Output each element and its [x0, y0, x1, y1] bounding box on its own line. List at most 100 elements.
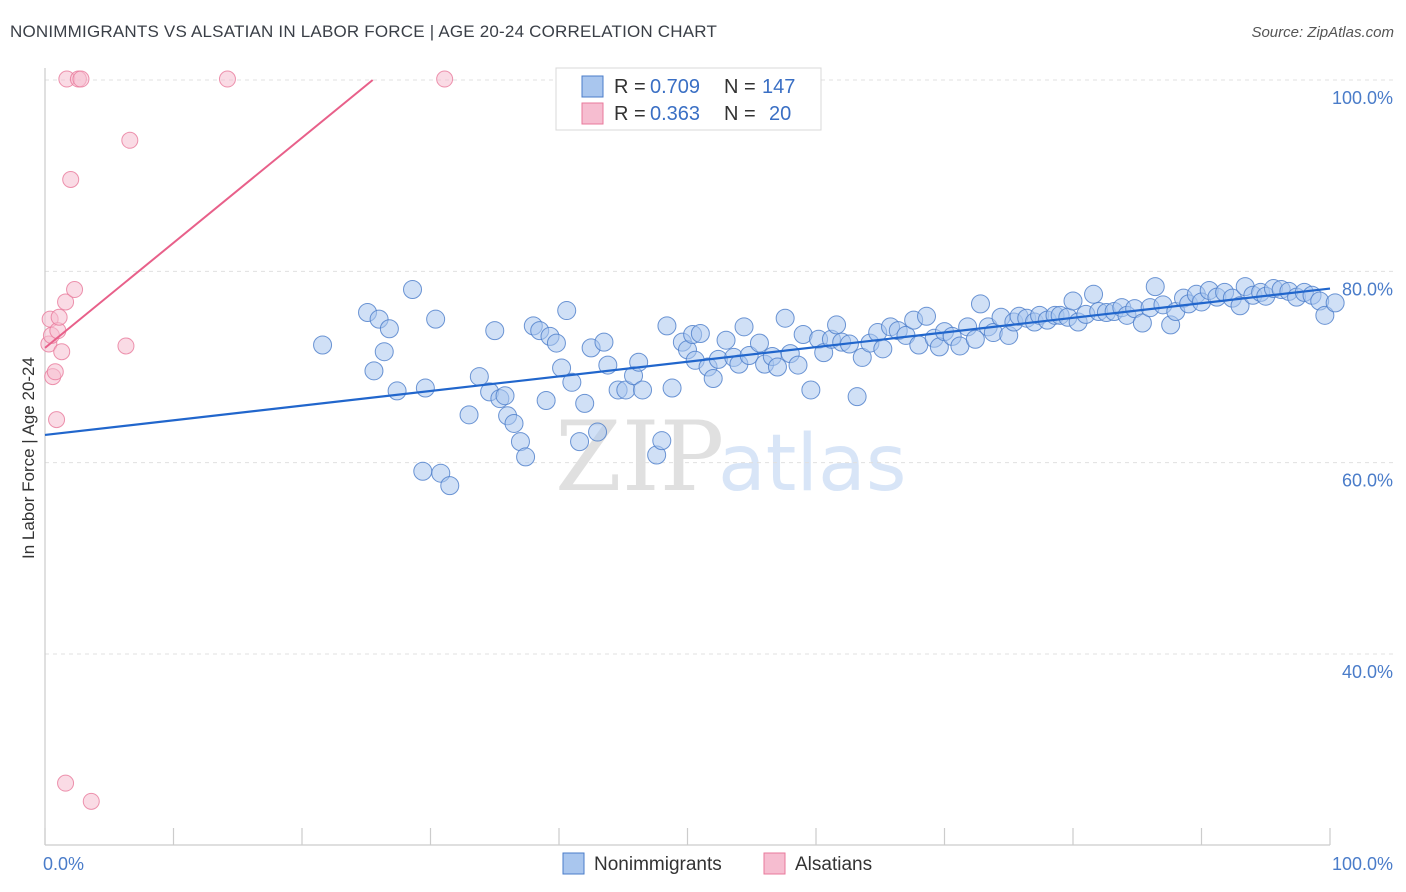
nonimmigrants-point: [415, 378, 435, 398]
nonimmigrants-point: [788, 355, 808, 375]
legend-n-label-2: N =: [724, 103, 756, 125]
alsatians-point: [50, 308, 68, 326]
nonimmigrants-point: [588, 422, 608, 442]
legend-n-value-1: 147: [762, 76, 795, 98]
legend-r-value-2: 0.363: [650, 103, 700, 125]
stats-legend: R = 0.709 N = 147 R = 0.363 N = 20: [555, 67, 822, 131]
nonimmigrants-point: [775, 308, 795, 328]
nonimmigrants-trend-line: [44, 287, 1331, 437]
watermark-zip: ZIP: [555, 401, 724, 513]
legend-r-value-1: 0.709: [650, 76, 700, 98]
nonimmigrants-point: [652, 431, 672, 451]
chart-title: NONIMMIGRANTS VS ALSATIAN IN LABOR FORCE…: [10, 22, 718, 41]
legend-r-label-2: R =: [614, 103, 646, 125]
nonimmigrants-point: [546, 333, 566, 353]
alsatians-point: [121, 131, 139, 149]
nonimmigrants-point: [1145, 277, 1165, 297]
axes: [44, 68, 1331, 846]
nonimmigrants-point: [379, 319, 399, 339]
nonimmigrants-point: [536, 390, 556, 410]
y-axis-title: In Labor Force | Age 20-24: [19, 357, 38, 559]
bottom-legend-alsatians: Alsatians: [795, 854, 872, 875]
nonimmigrants-point: [690, 324, 710, 344]
nonimmigrants-point: [440, 476, 460, 496]
nonimmigrants-point: [749, 333, 769, 353]
nonimmigrants-point: [1325, 293, 1345, 313]
y-tick-label: 80.0%: [1342, 279, 1393, 299]
nonimmigrants-point: [504, 413, 524, 433]
alsatians-point: [46, 363, 64, 381]
source-label: Source: ZipAtlas.com: [1251, 24, 1394, 41]
series-legend: Nonimmigrants Alsatians: [562, 852, 872, 875]
watermark-atlas: atlas: [718, 419, 907, 509]
alsatians-point: [57, 774, 75, 792]
alsatians-point: [57, 293, 75, 311]
y-tick-label: 40.0%: [1342, 662, 1393, 682]
nonimmigrants-point: [364, 361, 384, 381]
nonimmigrants-point: [970, 294, 990, 314]
nonimmigrants-point: [662, 378, 682, 398]
alsatians-point: [66, 281, 84, 299]
nonimmigrants-point: [387, 381, 407, 401]
trend-lines: [44, 79, 1331, 437]
alsatians-point: [117, 337, 135, 355]
alsatians-point: [62, 170, 80, 188]
nonimmigrants-point: [313, 335, 333, 355]
alsatians-point: [72, 70, 90, 88]
nonimmigrants-point: [594, 332, 614, 352]
nonimmigrants-point: [557, 301, 577, 321]
alsatians-point: [82, 792, 100, 810]
nonimmigrants-points: [313, 277, 1345, 496]
nonimmigrants-point: [734, 317, 754, 337]
nonimmigrants-point: [485, 321, 505, 341]
nonimmigrants-point: [575, 393, 595, 413]
alsatians-point: [48, 411, 66, 429]
nonimmigrants-point: [827, 315, 847, 335]
legend-swatch-nonimmigrants: [581, 75, 604, 98]
nonimmigrants-point: [562, 372, 582, 392]
grid-lines: [45, 79, 1393, 655]
x-tick-label: 0.0%: [43, 854, 84, 874]
nonimmigrants-point: [965, 329, 985, 349]
legend-n-label-1: N =: [724, 76, 756, 98]
bottom-legend-swatch-nonimmigrants: [562, 852, 585, 875]
nonimmigrants-point: [657, 316, 677, 336]
nonimmigrants-point: [1084, 284, 1104, 304]
legend-swatch-alsatians: [581, 102, 604, 125]
nonimmigrants-point: [403, 280, 423, 300]
alsatians-trend-line: [44, 79, 374, 349]
nonimmigrants-point: [413, 461, 433, 481]
nonimmigrants-point: [374, 342, 394, 362]
bottom-legend-swatch-alsatians: [763, 852, 786, 875]
x-tick-labels: 0.0% 100.0%: [43, 854, 1393, 874]
nonimmigrants-point: [716, 330, 736, 350]
alsatians-point: [436, 70, 454, 88]
legend-n-value-2: 20: [769, 103, 791, 125]
alsatians-point: [218, 70, 236, 88]
nonimmigrants-point: [426, 309, 446, 329]
nonimmigrants-point: [1063, 291, 1083, 311]
nonimmigrants-point: [1315, 305, 1335, 325]
nonimmigrants-point: [801, 380, 821, 400]
nonimmigrants-point: [516, 447, 536, 467]
nonimmigrants-point: [469, 367, 489, 387]
alsatians-point: [53, 343, 71, 361]
x-tick-label: 100.0%: [1332, 854, 1393, 874]
nonimmigrants-point: [1132, 313, 1152, 333]
nonimmigrants-point: [1230, 296, 1250, 316]
nonimmigrants-point: [459, 405, 479, 425]
y-tick-labels: 40.0% 60.0% 80.0% 100.0%: [1332, 88, 1393, 682]
nonimmigrants-point: [847, 387, 867, 407]
nonimmigrants-point: [570, 432, 590, 452]
y-tick-label: 100.0%: [1332, 88, 1393, 108]
nonimmigrants-point: [495, 386, 515, 406]
nonimmigrants-point: [917, 306, 937, 326]
legend-r-label-1: R =: [614, 76, 646, 98]
bottom-legend-nonimmigrants: Nonimmigrants: [594, 854, 722, 875]
y-tick-label: 60.0%: [1342, 471, 1393, 491]
nonimmigrants-point: [703, 368, 723, 388]
nonimmigrants-point: [767, 357, 787, 377]
nonimmigrants-point: [633, 380, 653, 400]
nonimmigrants-point: [873, 339, 893, 359]
